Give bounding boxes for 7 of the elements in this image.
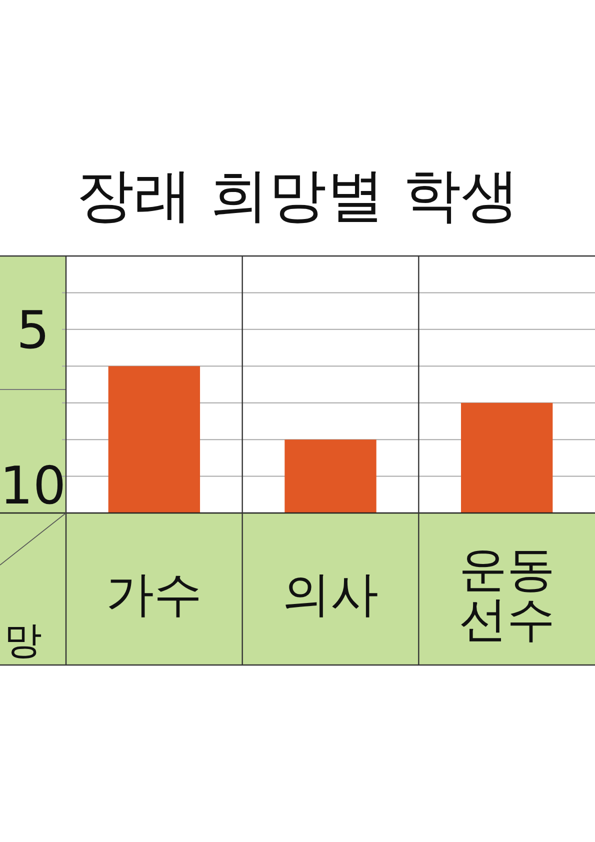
x-tick-label: 운동 선수	[458, 541, 555, 648]
x-tick-label: 의사	[282, 566, 378, 622]
x-tick-label: 가수	[106, 566, 202, 622]
x-axis-title: 망	[4, 618, 42, 662]
chart-title: 장래 희망별 학생	[76, 161, 519, 229]
y-tick-label: 5	[16, 301, 50, 362]
annotation: 10	[0, 456, 66, 517]
